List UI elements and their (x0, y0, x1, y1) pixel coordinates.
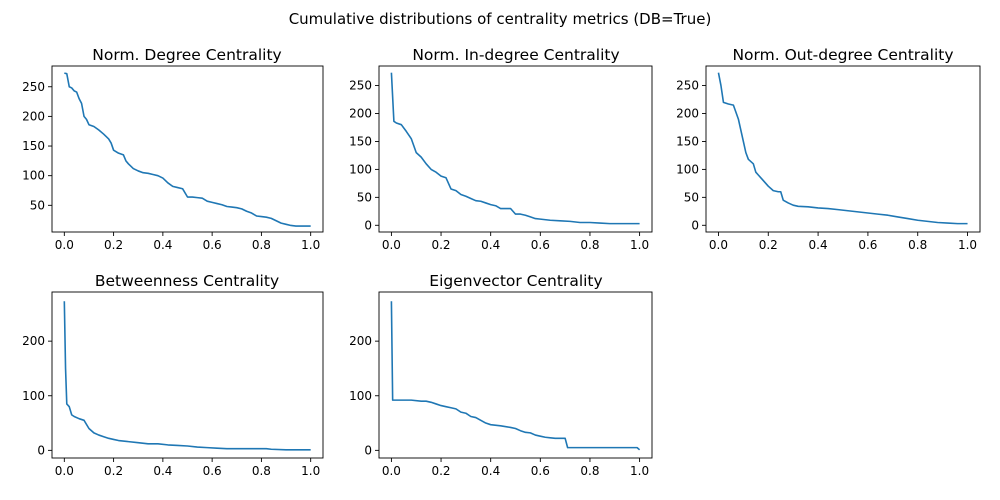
subplot-title: Eigenvector Centrality (429, 272, 602, 290)
subplot-out-degree: Norm. Out-degree Centrality 0.0 0.2 0.4 0.6… (676, 46, 981, 252)
x-tick-label: 0.2 (431, 238, 450, 252)
y-tick-label: 100 (349, 389, 372, 403)
x-tick-label: 1.0 (301, 238, 320, 252)
series-line (390, 301, 641, 451)
subplot-degree: Norm. Degree Centrality 0.0 0.2 0.4 0.6 0.8 1… (22, 46, 324, 252)
y-tick-label: 0 (691, 218, 699, 232)
x-tick-label: 0.2 (104, 238, 123, 252)
y-tick-label: 250 (349, 79, 372, 93)
x-tick-label: 0.0 (55, 464, 74, 478)
x-tick-label: 1.0 (630, 238, 649, 252)
x-tick-label: 0.4 (809, 238, 828, 252)
y-tick-label: 250 (676, 79, 699, 93)
subplot-in-degree: Norm. In-degree Centrality 0.0 0.2 0.4 0.6 0… (349, 46, 653, 252)
y-tick-label: 100 (22, 169, 45, 183)
subplot-title: Norm. Degree Centrality (92, 46, 281, 64)
x-tick-label: 0.0 (382, 464, 401, 478)
y-tick-label: 200 (349, 107, 372, 121)
y-tick-label: 100 (676, 162, 699, 176)
axes-frame (378, 291, 653, 459)
y-tick-label: 200 (676, 107, 699, 121)
x-tick-label: 0.0 (709, 238, 728, 252)
axes-frame (705, 65, 981, 233)
y-tick-label: 150 (349, 134, 372, 148)
x-tick-label: 0.4 (481, 238, 500, 252)
subplot-eigenvector: Eigenvector Centrality 0.0 0.2 0.4 0.6 0.8 1.… (349, 272, 653, 478)
y-tick-label: 150 (22, 139, 45, 153)
subplot-betweenness: Betweenness Centrality 0.0 0.2 0.4 0.6 0.8 1.… (22, 272, 324, 478)
x-tick-label: 0.2 (431, 464, 450, 478)
subplot-title: Norm. Out-degree Centrality (732, 46, 953, 64)
x-tick-label: 0.8 (908, 238, 927, 252)
x-tick-label: 0.8 (252, 238, 271, 252)
axes-frame (51, 65, 324, 233)
x-tick-label: 0.4 (481, 464, 500, 478)
y-tick-label: 0 (364, 218, 372, 232)
x-tick-label: 0.8 (252, 464, 271, 478)
x-tick-label: 0.6 (203, 464, 222, 478)
x-tick-label: 0.6 (531, 464, 550, 478)
x-tick-label: 0.0 (55, 238, 74, 252)
axes-frame (378, 65, 653, 233)
series-line (64, 72, 311, 227)
y-tick-label: 0 (37, 443, 45, 457)
x-tick-label: 0.8 (580, 464, 599, 478)
x-tick-label: 0.2 (759, 238, 778, 252)
y-tick-label: 50 (684, 190, 699, 204)
x-tick-label: 0.8 (580, 238, 599, 252)
x-tick-label: 0.4 (153, 238, 172, 252)
y-tick-label: 150 (676, 134, 699, 148)
x-tick-label: 1.0 (301, 464, 320, 478)
y-tick-label: 50 (30, 198, 45, 212)
subplot-title: Norm. In-degree Centrality (412, 46, 619, 64)
y-tick-label: 250 (22, 80, 45, 94)
y-tick-label: 200 (349, 334, 372, 348)
figure-suptitle: Cumulative distributions of centrality m… (289, 10, 712, 28)
x-tick-label: 1.0 (958, 238, 977, 252)
y-tick-label: 200 (22, 109, 45, 123)
subplot-title: Betweenness Centrality (95, 272, 279, 290)
x-tick-label: 0.2 (104, 464, 123, 478)
y-tick-label: 100 (349, 162, 372, 176)
series-line (390, 72, 640, 225)
series-line (63, 301, 311, 451)
x-tick-label: 0.4 (153, 464, 172, 478)
x-tick-label: 0.6 (203, 238, 222, 252)
x-tick-label: 1.0 (630, 464, 649, 478)
axes-frame (51, 291, 324, 459)
y-tick-label: 200 (22, 334, 45, 348)
x-tick-label: 0.0 (382, 238, 401, 252)
series-line (717, 72, 968, 225)
y-tick-label: 50 (357, 190, 372, 204)
y-tick-label: 100 (22, 389, 45, 403)
x-tick-label: 0.6 (531, 238, 550, 252)
x-tick-label: 0.6 (858, 238, 877, 252)
y-tick-label: 0 (364, 443, 372, 457)
